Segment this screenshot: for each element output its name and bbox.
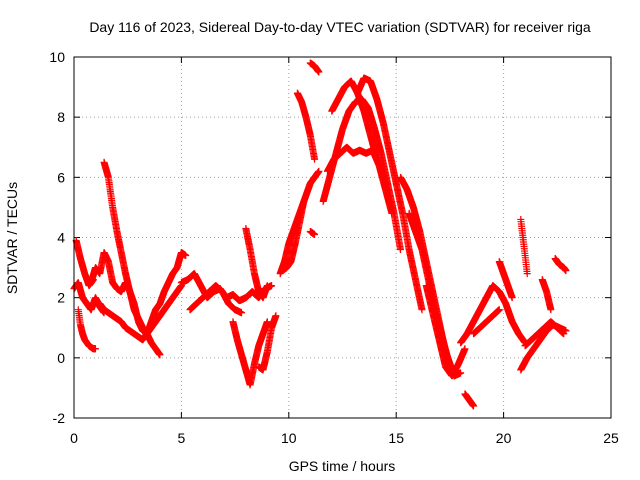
data-point <box>315 68 323 76</box>
data-point <box>263 318 271 326</box>
data-point <box>461 345 469 353</box>
data-point <box>470 402 478 410</box>
y-axis-label: SDTVAR / TECUs <box>4 182 20 294</box>
series-track-p <box>306 227 319 238</box>
series-track-d <box>87 249 190 338</box>
series-track-y <box>457 282 529 347</box>
series-track-f <box>96 282 185 344</box>
series-track-ab <box>517 215 531 278</box>
data-point <box>388 209 396 217</box>
data-marks <box>70 59 570 410</box>
y-tick-label: 0 <box>57 350 65 366</box>
series-track-z <box>470 306 503 338</box>
data-point <box>418 306 426 314</box>
y-tick-label: 4 <box>57 230 65 246</box>
series-track-t <box>354 74 426 314</box>
y-tick-label: 8 <box>57 109 65 125</box>
series-track-o <box>306 59 323 76</box>
series-track-e <box>100 158 164 359</box>
series-track-s <box>328 77 381 163</box>
data-point <box>156 351 164 359</box>
data-point <box>300 197 308 205</box>
x-tick-label: 15 <box>388 430 404 446</box>
series-track-m <box>278 197 308 275</box>
x-tick-label: 10 <box>281 430 297 446</box>
data-point <box>560 330 568 338</box>
data-point <box>457 369 465 377</box>
series-track-i <box>229 318 271 389</box>
series-track-af <box>551 255 570 275</box>
data-point <box>238 309 246 317</box>
data-point <box>562 267 570 275</box>
x-tick-label: 5 <box>178 430 186 446</box>
y-tick-label: 10 <box>49 49 65 65</box>
series-track-c <box>74 306 99 353</box>
data-point <box>547 306 555 314</box>
series-track-ae <box>538 276 555 314</box>
data-point <box>373 155 381 163</box>
chart-title: Day 116 of 2023, Sidereal Day-to-day VTE… <box>89 19 591 35</box>
x-tick-label: 25 <box>603 430 619 446</box>
data-point <box>311 230 319 238</box>
data-point <box>396 246 404 254</box>
series-track-x <box>461 390 478 410</box>
series-track-ad <box>521 318 568 350</box>
grid-lines <box>74 57 611 418</box>
y-tick-label: 6 <box>57 169 65 185</box>
data-point <box>315 167 323 175</box>
x-tick-label: 20 <box>496 430 512 446</box>
data-point <box>272 312 280 320</box>
x-tick-label: 0 <box>70 430 78 446</box>
data-point <box>495 306 503 314</box>
plot-area-frame <box>73 56 612 419</box>
data-point <box>508 294 516 302</box>
series-track-v <box>405 209 465 380</box>
series-track-h <box>186 282 246 317</box>
series-track-k <box>255 312 280 374</box>
series-track-w <box>422 282 469 380</box>
x-axis-label: GPS time / hours <box>289 458 396 474</box>
series-track-aa <box>495 258 516 302</box>
data-point <box>263 282 271 290</box>
data-point <box>182 252 190 260</box>
data-point <box>523 270 531 278</box>
data-point <box>311 155 319 163</box>
data-point <box>91 345 99 353</box>
series-track-q <box>319 95 404 254</box>
series-track-n <box>293 89 319 163</box>
y-tick-label: -2 <box>53 410 66 426</box>
y-tick-label: 2 <box>57 290 65 306</box>
series-track-j <box>242 224 271 302</box>
series-track-r <box>323 143 396 217</box>
